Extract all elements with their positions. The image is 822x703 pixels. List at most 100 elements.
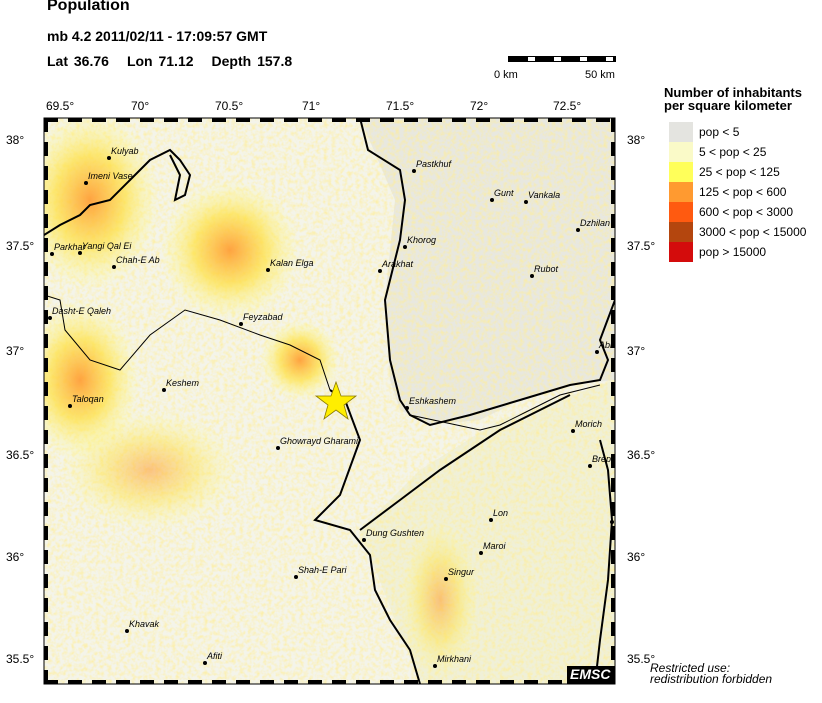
city-label: Ghowrayd Gharami [280,436,359,446]
city-dot-icon [403,245,407,249]
lon-tick-label: 70° [131,99,150,113]
city-label: Keshem [166,378,200,388]
legend-swatch [669,142,693,162]
city-label: Feyzabad [243,312,283,322]
lat-tick-label: 36° [6,550,25,564]
city-label: Afiti [207,651,223,661]
city-label: Rubot [534,264,559,274]
legend-item: pop > 15000 [669,242,766,262]
city-label: Abi [599,340,613,350]
legend-title-line1: Number of inhabitants [664,85,802,100]
legend-title: Number of inhabitants per square kilomete… [664,86,802,112]
legend-item: pop < 5 [669,122,739,142]
city-dot-icon [576,228,580,232]
city-dot-icon [405,406,409,410]
legend-swatch [669,242,693,262]
notice-line2: redistribution forbidden [650,672,773,686]
city-dot-icon [50,252,54,256]
city-dot-icon [571,429,575,433]
city-dot-icon [412,169,416,173]
legend-label: 600 < pop < 3000 [699,205,794,219]
legend-swatch [669,122,693,142]
city-label: Khavak [129,619,160,629]
city-dot-icon [524,200,528,204]
notice-line1: Restricted use: [650,661,731,675]
lon-tick-label: 72° [470,99,489,113]
city-label: Pastkhuf [416,159,452,169]
lat-tick-label-right: 37.5° [627,239,656,253]
city-dot-icon [444,577,448,581]
city-dot-icon [276,446,280,450]
city-dot-icon [610,520,614,524]
event-info: mb 4.2 2011/02/11 - 17:09:57 GMT [47,28,268,44]
city-dot-icon [489,518,493,522]
city-dot-icon [294,575,298,579]
legend-item: 600 < pop < 3000 [669,202,793,222]
legend-item: 3000 < pop < 15000 [669,222,806,242]
lat-tick-label: 35.5° [6,652,35,666]
city-label: Imeni Vase [88,171,133,181]
city-dot-icon [107,156,111,160]
epicenter-star-icon [314,380,358,421]
city-dot-icon [125,629,129,633]
legend-label: 3000 < pop < 15000 [699,225,807,239]
city-label: Morich [575,419,603,429]
lon-tick-label: 71° [302,99,321,113]
city-label: Gunt [494,188,514,198]
legend-swatch [669,162,693,182]
city-dot-icon [68,404,72,408]
lon-tick-label: 70.5° [215,99,244,113]
lat-tick-label-right: 37° [627,344,646,358]
city-dot-icon [362,538,366,542]
lon-tick-label: 71.5° [386,99,415,113]
lon-tick-label: 72.5° [553,99,582,113]
lat-tick-label: 36.5° [6,448,35,462]
event-location: Lat 36.76 Lon 71.12 Depth 157.8 [47,53,310,69]
city-label: Shah-E Pari [298,565,347,575]
city-dot-icon [239,322,243,326]
city-dot-icon [530,274,534,278]
city-label: Vankala [528,190,561,200]
legend-title-line2: per square kilometer [664,98,792,113]
city-label: Kulyab [111,146,139,156]
city-label: Lon [493,508,509,518]
city-label: Chah-E Ab [116,255,160,265]
city-dot-icon [490,198,494,202]
city-label: Taloqan [72,394,104,404]
city-label: Brep [592,454,612,464]
lat-tick-label-right: 36° [627,550,646,564]
legend-label: 25 < pop < 125 [699,165,780,179]
city-label: Eshkashem [409,396,457,406]
city-dot-icon [595,350,599,354]
city-label: Dung Gushten [366,528,425,538]
latitude: Lat 36.76 [47,53,109,69]
city-label: Khorog [407,235,437,245]
city-dot-icon [266,268,270,272]
city-label: Kalan Elga [270,258,314,268]
lat-tick-label-right: 38° [627,133,646,147]
depth: Depth 157.8 [211,53,293,69]
legend-item: 5 < pop < 25 [669,142,766,162]
city-dot-icon [588,464,592,468]
lat-tick-label: 38° [6,133,25,147]
scale-bar [508,56,616,62]
map-title: Population [47,0,130,14]
lat-tick-label-right: 36.5° [627,448,656,462]
legend-swatch [669,202,693,222]
city-label: Mirkhani [437,654,472,664]
city-dot-icon [203,661,207,665]
scale-start: 0 km [494,69,518,81]
city-label: Yangi Qal Ei [82,241,132,251]
city-dot-icon [378,269,382,273]
lat-tick-label: 37° [6,344,25,358]
legend-label: pop > 15000 [699,245,767,259]
city-dot-icon [78,251,82,255]
city-label: Arakhat [382,259,414,269]
lat-tick-label: 37.5° [6,239,35,253]
legend-swatch [669,222,693,242]
lon-tick-label: 69.5° [46,99,75,113]
usage-notice: Restricted use: redistribution forbidden [650,661,773,686]
city-dot-icon [84,181,88,185]
city-dot-icon [112,265,116,269]
